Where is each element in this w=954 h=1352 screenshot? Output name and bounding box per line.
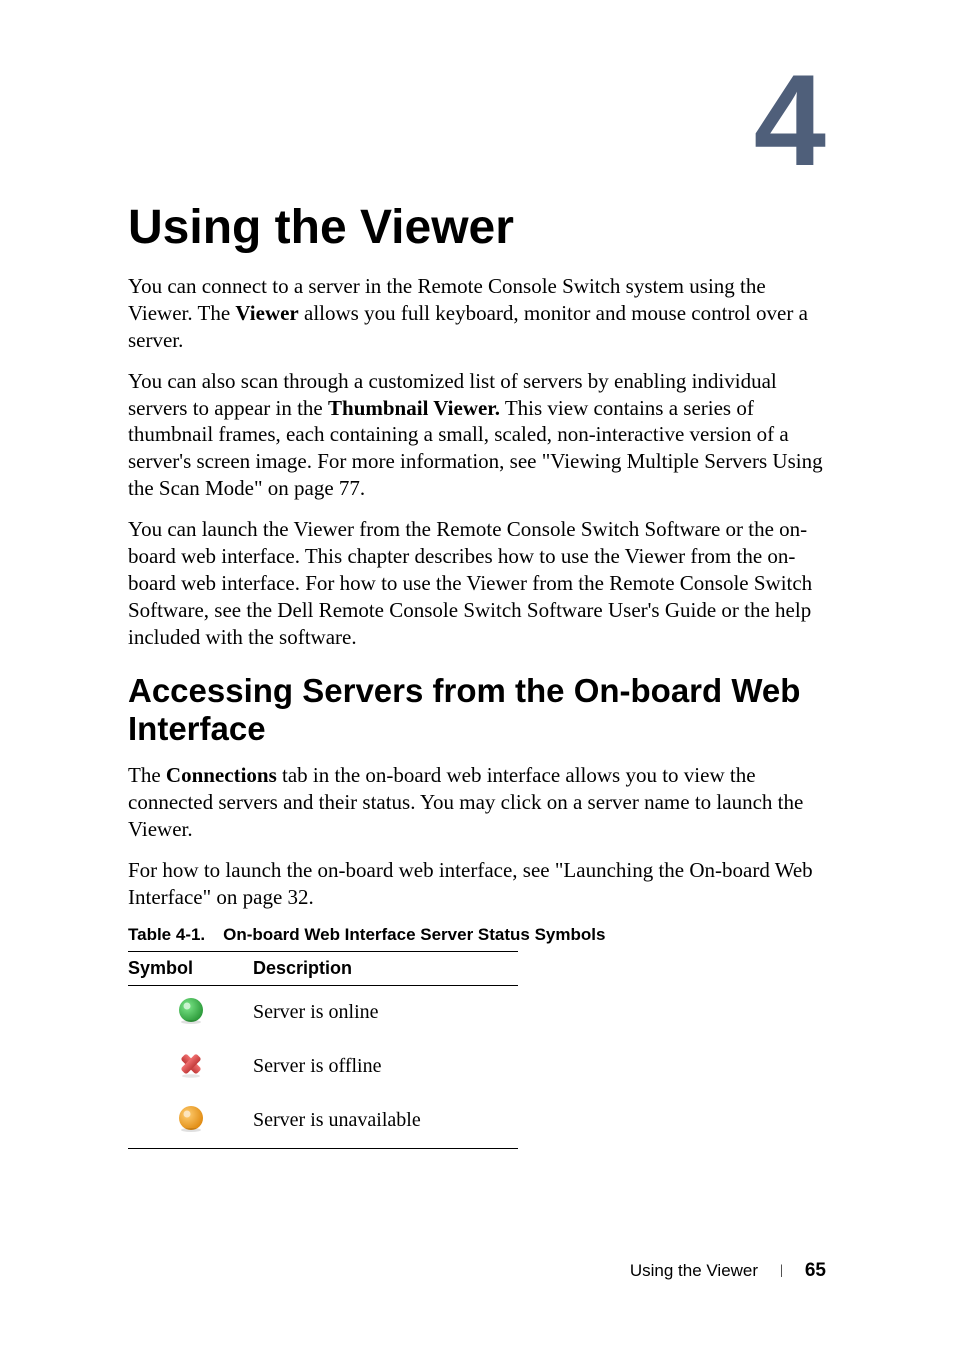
- table-label-prefix: Table 4-1.: [128, 925, 205, 944]
- footer-label: Using the Viewer: [630, 1261, 758, 1281]
- header-description: Description: [253, 951, 518, 985]
- intro-paragraph-3: You can launch the Viewer from the Remot…: [128, 516, 826, 650]
- thumbnail-viewer-bold: Thumbnail Viewer.: [328, 396, 500, 420]
- section-paragraph-2: For how to launch the on-board web inter…: [128, 857, 826, 911]
- table-row: Server is online: [128, 985, 518, 1040]
- status-symbols-table: Symbol Description: [128, 951, 518, 1149]
- symbol-cell: [128, 1094, 253, 1149]
- connections-bold: Connections: [166, 763, 277, 787]
- chapter-number: 4: [128, 55, 826, 185]
- table-row: Server is offline: [128, 1040, 518, 1094]
- text: The: [128, 763, 166, 787]
- offline-icon: [177, 1050, 205, 1078]
- table-header-row: Symbol Description: [128, 951, 518, 985]
- intro-paragraph-1: You can connect to a server in the Remot…: [128, 273, 826, 354]
- symbol-cell: [128, 1040, 253, 1094]
- online-icon: [177, 996, 205, 1024]
- intro-paragraph-2: You can also scan through a customized l…: [128, 368, 826, 502]
- section-paragraph-1: The Connections tab in the on-board web …: [128, 762, 826, 843]
- desc-cell: Server is online: [253, 985, 518, 1040]
- footer-page-number: 65: [805, 1260, 826, 1282]
- table-caption: Table 4-1. On-board Web Interface Server …: [128, 925, 826, 945]
- chapter-title: Using the Viewer: [128, 200, 826, 255]
- desc-cell: Server is unavailable: [253, 1094, 518, 1149]
- table-row: Server is unavailable: [128, 1094, 518, 1149]
- symbol-cell: [128, 985, 253, 1040]
- header-symbol: Symbol: [128, 951, 253, 985]
- table-label-title: On-board Web Interface Server Status Sym…: [223, 925, 605, 944]
- desc-cell: Server is offline: [253, 1040, 518, 1094]
- section-heading: Accessing Servers from the On-board Web …: [128, 672, 826, 748]
- viewer-bold: Viewer: [235, 301, 298, 325]
- page-footer: Using the Viewer | 65: [630, 1260, 826, 1282]
- footer-separator: |: [780, 1263, 783, 1279]
- unavailable-icon: [177, 1104, 205, 1132]
